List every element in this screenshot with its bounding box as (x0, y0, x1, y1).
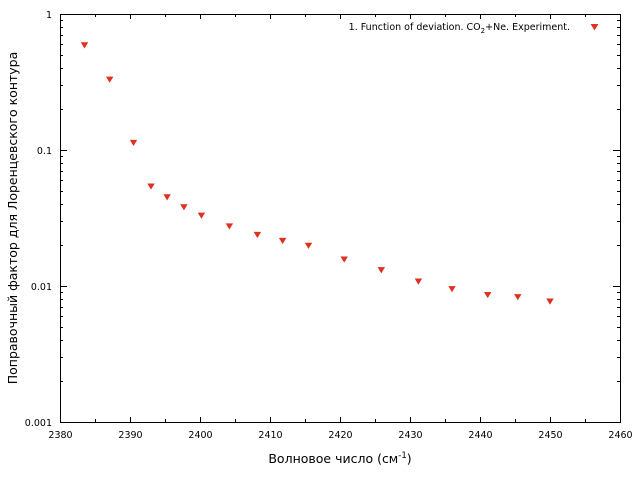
y-tick-label: 0.001 (25, 418, 52, 429)
data-point (197, 212, 206, 219)
data-point (414, 278, 423, 285)
plot-frame (60, 14, 621, 423)
legend: 1. Function of deviation. CO2+Ne. Experi… (349, 22, 599, 35)
x-tick-label: 2390 (118, 430, 142, 441)
x-tick-label: 2430 (398, 430, 422, 441)
axis-ticks (60, 14, 621, 423)
x-tick-label: 2460 (608, 430, 632, 441)
data-points (80, 42, 554, 305)
x-tick-label: 2410 (258, 430, 282, 441)
data-point (514, 294, 522, 301)
y-tick-label: 1 (46, 10, 52, 21)
x-tick-label: 2450 (538, 430, 562, 441)
legend-label: 1. Function of deviation. CO2+Ne. Experi… (349, 22, 570, 35)
data-point (253, 231, 262, 239)
data-point (225, 223, 234, 230)
data-point (147, 183, 155, 190)
data-point (163, 194, 171, 201)
data-point (483, 292, 492, 299)
data-point (546, 298, 554, 305)
data-point (105, 76, 114, 83)
data-point (180, 204, 188, 211)
data-point (80, 42, 89, 49)
y-tick-label: 0.01 (31, 282, 52, 293)
x-tick-label: 2440 (468, 430, 492, 441)
data-point (129, 139, 138, 147)
legend-marker-icon (590, 24, 599, 31)
data-point (340, 256, 348, 263)
x-tick-label: 2420 (328, 430, 352, 441)
x-tick-label: 2400 (188, 430, 212, 441)
x-tick-label: 2380 (48, 430, 72, 441)
y-axis-label: Поправочный фактор для Лоренцевского кон… (5, 52, 20, 385)
data-point (377, 267, 386, 274)
data-point (448, 286, 456, 293)
y-tick-label: 0.1 (37, 146, 52, 157)
data-point (304, 242, 313, 249)
data-point (278, 237, 287, 245)
x-axis-label: Волновое число (см-1) (268, 451, 411, 466)
tick-labels: 2380 2390 2400 2410 2420 2430 2440 2450 2460 0.00… (25, 10, 633, 441)
